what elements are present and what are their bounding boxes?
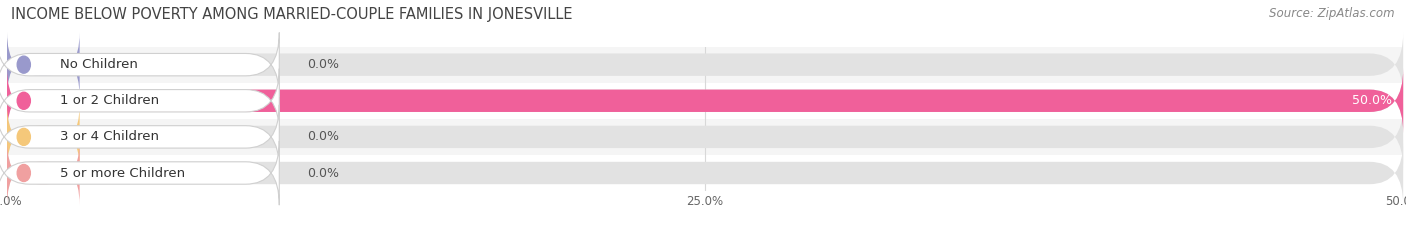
FancyBboxPatch shape [7,33,80,97]
Text: 3 or 4 Children: 3 or 4 Children [60,130,159,143]
Text: 5 or more Children: 5 or more Children [60,167,186,179]
FancyBboxPatch shape [0,33,280,97]
Circle shape [17,128,31,145]
Bar [7,47,1403,83]
Circle shape [17,164,31,182]
FancyBboxPatch shape [0,141,280,205]
Text: No Children: No Children [60,58,138,71]
FancyBboxPatch shape [7,105,80,169]
Text: Source: ZipAtlas.com: Source: ZipAtlas.com [1270,7,1395,20]
Circle shape [17,56,31,73]
FancyBboxPatch shape [0,69,280,133]
FancyBboxPatch shape [7,69,1403,133]
Text: 0.0%: 0.0% [307,130,339,143]
Bar [7,155,1403,191]
FancyBboxPatch shape [7,141,80,205]
FancyBboxPatch shape [7,141,1403,205]
FancyBboxPatch shape [7,33,1403,97]
Text: 0.0%: 0.0% [307,167,339,179]
Bar [7,83,1403,119]
Text: 50.0%: 50.0% [1353,94,1392,107]
Text: INCOME BELOW POVERTY AMONG MARRIED-COUPLE FAMILIES IN JONESVILLE: INCOME BELOW POVERTY AMONG MARRIED-COUPL… [11,7,572,22]
FancyBboxPatch shape [7,69,1403,133]
Circle shape [17,92,31,109]
Bar [7,119,1403,155]
Text: 0.0%: 0.0% [307,58,339,71]
FancyBboxPatch shape [0,105,280,169]
Text: 1 or 2 Children: 1 or 2 Children [60,94,159,107]
FancyBboxPatch shape [7,105,1403,169]
